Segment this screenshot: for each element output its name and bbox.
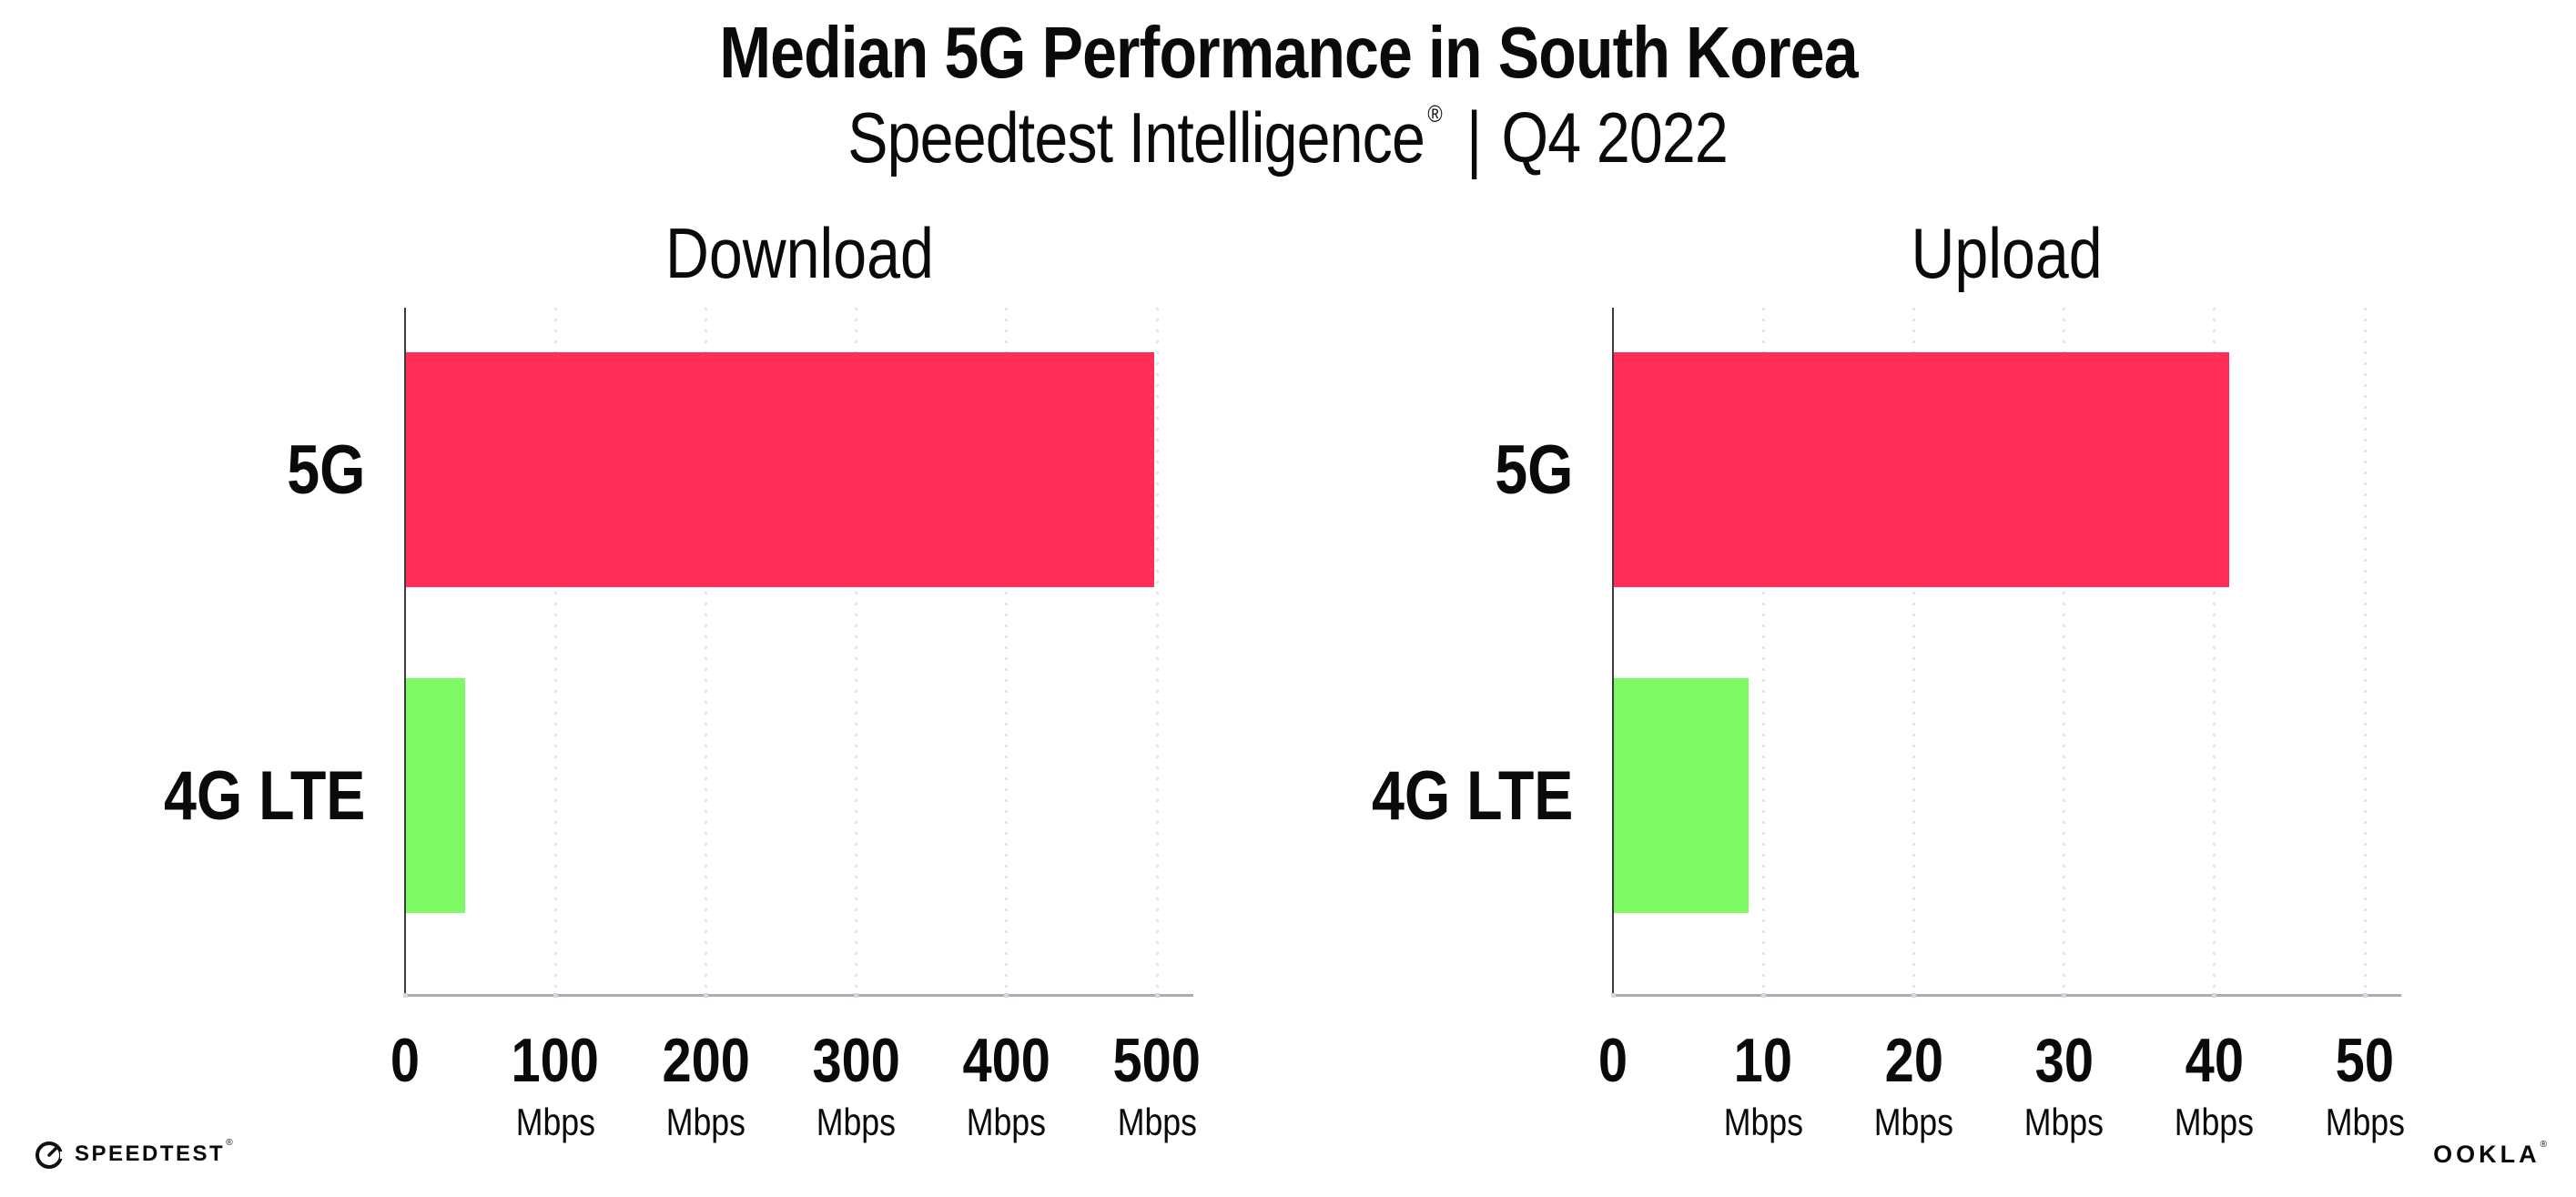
gridline-40 bbox=[2213, 308, 2216, 994]
gridline-100 bbox=[553, 308, 557, 994]
speedtest-registered-icon: ® bbox=[226, 1138, 233, 1148]
y-axis bbox=[404, 308, 406, 994]
bar-4g-lte bbox=[1614, 678, 1749, 913]
x-tick-value: 20 bbox=[1884, 1026, 1943, 1095]
category-label-text: 5G bbox=[286, 431, 365, 509]
chart-title-download: Download bbox=[405, 208, 1193, 295]
x-axis bbox=[1612, 994, 2401, 997]
x-tick-value: 200 bbox=[662, 1026, 750, 1095]
x-tick-20: 20 Mbps bbox=[1795, 1027, 2032, 1143]
subtitle-separator: | bbox=[1466, 95, 1482, 179]
x-tick-unit: Mbps bbox=[515, 1101, 595, 1143]
x-axis bbox=[404, 994, 1193, 997]
chart-title-text: Download bbox=[664, 213, 934, 293]
axis-tick-dot-500 bbox=[1154, 993, 1160, 998]
x-tick-unit: Mbps bbox=[967, 1101, 1047, 1143]
x-tick-value: 40 bbox=[2185, 1026, 2244, 1095]
axis-tick-dot-30 bbox=[2062, 993, 2067, 998]
x-tick-value: 0 bbox=[1597, 1026, 1628, 1095]
speedtest-logo: SPEEDTEST ® bbox=[33, 1136, 233, 1172]
category-label-5g: 5G bbox=[1194, 420, 1573, 520]
x-tick-value: 50 bbox=[2335, 1026, 2395, 1095]
chart-title-upload: Upload bbox=[1613, 208, 2401, 295]
x-tick-40: 40 Mbps bbox=[2096, 1027, 2333, 1143]
x-tick-value: 100 bbox=[511, 1026, 600, 1095]
page-title-text: Median 5G Performance in South Korea bbox=[718, 12, 1858, 93]
x-tick-value: 0 bbox=[390, 1026, 421, 1095]
x-tick-0: 0 bbox=[1495, 1027, 1731, 1094]
gridline-400 bbox=[1005, 308, 1009, 994]
category-label-4g-lte: 4G LTE bbox=[0, 746, 365, 846]
category-label-text: 4G LTE bbox=[163, 756, 365, 835]
subtitle-period: Q4 2022 bbox=[1501, 96, 1729, 178]
bar-5g bbox=[1614, 352, 2230, 587]
x-tick-100: 100 Mbps bbox=[437, 1027, 674, 1143]
axis-tick-dot-10 bbox=[1760, 993, 1766, 998]
bar-4g-lte bbox=[406, 678, 466, 913]
x-tick-unit: Mbps bbox=[1873, 1101, 1954, 1143]
x-tick-unit: Mbps bbox=[1117, 1101, 1197, 1143]
x-tick-50: 50 Mbps bbox=[2246, 1027, 2483, 1143]
axis-tick-dot-200 bbox=[703, 993, 708, 998]
gridline-200 bbox=[704, 308, 707, 994]
ookla-logo: OOKLA ® bbox=[2433, 1138, 2547, 1171]
y-axis bbox=[1612, 308, 1614, 994]
speedtest-gauge-icon bbox=[35, 1141, 66, 1169]
axis-tick-dot-100 bbox=[553, 993, 558, 998]
x-tick-10: 10 Mbps bbox=[1645, 1027, 1881, 1143]
subtitle-brand: Speedtest Intelligence bbox=[847, 96, 1426, 178]
axis-tick-dot-50 bbox=[2362, 993, 2368, 998]
gridline-10 bbox=[1761, 308, 1765, 994]
gridline-500 bbox=[1155, 308, 1159, 994]
page-subtitle-row: Speedtest Intelligence ® | Q4 2022 bbox=[847, 95, 1729, 179]
page-title: Median 5G Performance in South Korea bbox=[0, 11, 2576, 95]
x-tick-400: 400 Mbps bbox=[888, 1027, 1125, 1143]
category-label-5g: 5G bbox=[0, 420, 365, 520]
category-label-4g-lte: 4G LTE bbox=[1194, 746, 1573, 846]
gridline-50 bbox=[2363, 308, 2367, 994]
x-tick-value: 300 bbox=[812, 1026, 900, 1095]
speedtest-wordmark: SPEEDTEST bbox=[75, 1141, 226, 1166]
x-tick-unit: Mbps bbox=[2325, 1101, 2405, 1143]
x-tick-value: 30 bbox=[2034, 1026, 2094, 1095]
x-tick-unit: Mbps bbox=[2023, 1101, 2104, 1143]
category-label-text: 4G LTE bbox=[1371, 756, 1573, 835]
gridline-20 bbox=[1912, 308, 1915, 994]
x-tick-value: 400 bbox=[962, 1026, 1051, 1095]
gridline-30 bbox=[2063, 308, 2066, 994]
category-label-text: 5G bbox=[1494, 431, 1573, 509]
x-tick-value: 10 bbox=[1734, 1026, 1793, 1095]
x-tick-30: 30 Mbps bbox=[1946, 1027, 2183, 1143]
page-subtitle: Speedtest Intelligence ® | Q4 2022 bbox=[0, 93, 2576, 182]
gridline-300 bbox=[855, 308, 858, 994]
x-tick-value: 500 bbox=[1112, 1026, 1202, 1095]
x-tick-unit: Mbps bbox=[1723, 1101, 1803, 1143]
axis-tick-dot-400 bbox=[1004, 993, 1009, 998]
registered-trademark-icon: ® bbox=[1427, 99, 1443, 127]
ookla-registered-icon: ® bbox=[2540, 1140, 2547, 1150]
axis-tick-dot-300 bbox=[854, 993, 859, 998]
x-tick-500: 500 Mbps bbox=[1039, 1027, 1275, 1143]
x-tick-unit: Mbps bbox=[816, 1101, 897, 1143]
axis-tick-dot-20 bbox=[1911, 993, 1916, 998]
x-tick-unit: Mbps bbox=[665, 1101, 746, 1143]
x-tick-unit: Mbps bbox=[2175, 1101, 2255, 1143]
x-tick-300: 300 Mbps bbox=[738, 1027, 975, 1143]
axis-tick-dot-40 bbox=[2212, 993, 2217, 998]
axis-tick-dot-0 bbox=[402, 993, 408, 998]
x-tick-0: 0 bbox=[287, 1027, 523, 1094]
bar-5g bbox=[406, 352, 1154, 587]
x-tick-200: 200 Mbps bbox=[587, 1027, 824, 1143]
chart-title-text: Upload bbox=[1911, 213, 2104, 293]
axis-tick-dot-0 bbox=[1610, 993, 1616, 998]
ookla-wordmark: OOKLA bbox=[2433, 1140, 2541, 1168]
